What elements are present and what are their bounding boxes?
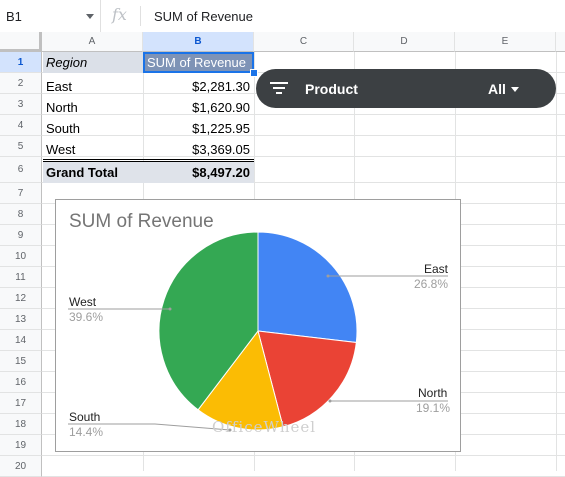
row-header-17[interactable]: 17	[0, 393, 42, 414]
column-header-d[interactable]: D	[354, 32, 455, 52]
row-header-3[interactable]: 3	[0, 94, 42, 115]
watermark: OfficeWheel	[212, 418, 317, 436]
slice-label-west: West	[69, 295, 97, 309]
row-header-8[interactable]: 8	[0, 204, 42, 225]
pivot-row-label[interactable]: East	[46, 79, 73, 94]
row-header-16[interactable]: 16	[0, 372, 42, 393]
pivot-row-value[interactable]: $2,281.30	[192, 79, 250, 94]
grand-total-value[interactable]: $8,497.20	[192, 165, 250, 180]
pivot-row-value[interactable]: $1,620.90	[192, 100, 250, 115]
row-header-15[interactable]: 15	[0, 351, 42, 372]
row-header-9[interactable]: 9	[0, 225, 42, 246]
row-header-18[interactable]: 18	[0, 414, 42, 435]
slice-label-south: South	[69, 410, 101, 424]
leader-dot	[228, 428, 232, 432]
slice-pct-south: 14.4%	[69, 425, 104, 439]
column-header-f[interactable]	[556, 32, 565, 52]
product-slicer[interactable]: Product All	[256, 69, 556, 108]
leader-dot	[168, 307, 172, 311]
row-header-12[interactable]: 12	[0, 288, 42, 309]
row-header-11[interactable]: 11	[0, 267, 42, 288]
pivot-row-value[interactable]: $1,225.95	[192, 121, 250, 136]
grid-line	[42, 182, 565, 183]
grid-line	[42, 135, 565, 136]
row-header-5[interactable]: 5	[0, 136, 42, 157]
grid-line	[42, 455, 565, 456]
select-all-corner[interactable]	[0, 32, 42, 52]
column-header-e[interactable]: E	[455, 32, 556, 52]
row-header-7[interactable]: 7	[0, 183, 42, 204]
slicer-value[interactable]: All	[488, 81, 506, 97]
row-header-4[interactable]: 4	[0, 115, 42, 136]
pivot-header-region: Region	[46, 55, 88, 70]
name-box[interactable]: B1	[0, 0, 101, 32]
grid-line	[42, 114, 565, 115]
fill-handle[interactable]	[250, 69, 258, 77]
pie-slice-east[interactable]	[257, 231, 358, 344]
pivot-header-value-cell[interactable]	[143, 52, 254, 73]
pivot-row-value[interactable]: $3,369.05	[192, 142, 250, 157]
row-header-13[interactable]: 13	[0, 309, 42, 330]
slice-label-north: North	[418, 386, 448, 400]
slice-pct-west: 39.6%	[69, 310, 104, 324]
total-border	[43, 159, 254, 162]
row-header-19[interactable]: 19	[0, 435, 42, 456]
slice-pct-north: 19.1%	[416, 401, 451, 415]
row-header-10[interactable]: 10	[0, 246, 42, 267]
pie-slice-west[interactable]	[158, 231, 259, 411]
formula-divider	[140, 6, 141, 26]
row-header-14[interactable]: 14	[0, 330, 42, 351]
pivot-row-label[interactable]: West	[46, 142, 76, 157]
formula-input[interactable]: SUM of Revenue	[154, 9, 253, 24]
grand-total-label[interactable]: Grand Total	[46, 165, 118, 180]
column-header-a[interactable]: A	[42, 32, 143, 52]
grid-line	[556, 52, 557, 471]
slicer-label: Product	[305, 81, 358, 97]
leader-dot	[328, 399, 332, 403]
pivot-header-value: SUM of Revenue	[147, 55, 246, 70]
row-header-2[interactable]: 2	[0, 73, 42, 94]
slice-label-east: East	[424, 262, 449, 276]
pivot-row-label[interactable]: North	[46, 100, 78, 115]
fx-icon: fx	[112, 5, 127, 24]
leader-line-south	[68, 423, 231, 431]
pie-slice-north[interactable]	[257, 330, 357, 428]
pivot-row-label[interactable]: South	[46, 121, 80, 136]
column-header-c[interactable]: C	[254, 32, 354, 52]
pivot-header-region-cell[interactable]	[43, 52, 143, 73]
grand-total-row	[43, 161, 254, 183]
row-header-1[interactable]: 1	[0, 52, 42, 73]
row-header-6[interactable]: 6	[0, 157, 42, 183]
name-box-value: B1	[6, 9, 22, 24]
grid-line	[42, 156, 565, 157]
column-header-b[interactable]: B	[143, 32, 254, 52]
chevron-down-icon[interactable]	[511, 87, 519, 92]
filter-icon	[270, 82, 288, 94]
selected-cell-outline	[143, 52, 254, 73]
chart-title: SUM of Revenue	[69, 211, 214, 232]
slice-pct-east: 26.8%	[414, 277, 449, 291]
pie-slice-south[interactable]	[197, 329, 284, 431]
chevron-down-icon[interactable]	[86, 14, 94, 19]
leader-dot	[326, 274, 330, 278]
